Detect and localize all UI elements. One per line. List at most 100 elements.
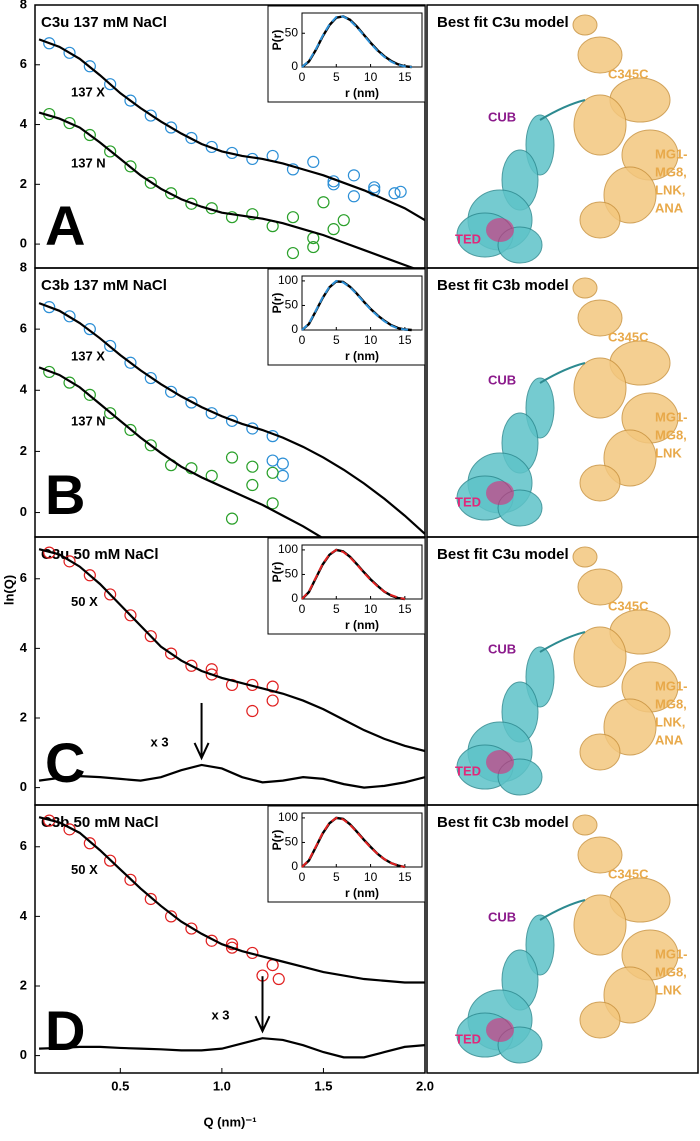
data-point xyxy=(83,60,96,73)
annotation: x 3 xyxy=(211,1008,229,1023)
data-point xyxy=(185,131,198,145)
y-axis-label: ln(Q) xyxy=(1,575,16,605)
data-point xyxy=(124,356,137,369)
y-tick-label: 2 xyxy=(20,709,27,724)
inset-x-tick-label: 5 xyxy=(333,602,340,616)
label-mg: MG1- xyxy=(655,946,688,961)
y-tick-label: 2 xyxy=(20,443,27,458)
series-label: 137 N xyxy=(71,156,106,171)
data-point xyxy=(144,371,157,385)
inset-x-tick-label: 5 xyxy=(333,333,340,347)
data-point xyxy=(124,609,137,622)
data-point xyxy=(185,396,198,409)
model-title: Best fit C3b model xyxy=(437,277,569,294)
label-mg: MG1- xyxy=(655,409,688,424)
data-point xyxy=(307,240,320,254)
orange-domain xyxy=(572,277,598,299)
fit-line xyxy=(38,816,425,984)
label-ted: TED xyxy=(455,1031,481,1046)
label-c345c: C345C xyxy=(608,329,649,344)
data-point xyxy=(124,160,137,173)
data-point xyxy=(83,837,96,850)
data-point xyxy=(83,569,96,582)
inset-x-label: r (nm) xyxy=(345,86,379,100)
inset-y-tick-label: 0 xyxy=(291,322,298,336)
inset-x-tick-label: 0 xyxy=(299,602,306,616)
data-point xyxy=(317,196,330,209)
data-point xyxy=(144,892,157,906)
panel-letter: D xyxy=(45,999,85,1062)
data-point xyxy=(225,512,239,525)
inset-x-tick-label: 10 xyxy=(364,602,378,616)
data-point xyxy=(246,478,259,492)
data-point xyxy=(144,439,157,452)
inset-y-label: P(r) xyxy=(270,30,284,51)
y-tick-label: 6 xyxy=(20,56,27,71)
data-point xyxy=(266,694,279,707)
data-point xyxy=(266,680,279,693)
inset-x-label: r (nm) xyxy=(345,886,379,900)
x-tick-label: 1.0 xyxy=(213,1078,231,1093)
ted-highlight xyxy=(486,750,514,774)
y-tick-label: 6 xyxy=(20,570,27,585)
data-point xyxy=(43,37,56,50)
data-point xyxy=(104,588,117,601)
data-point xyxy=(266,454,279,467)
y-tick-label: 4 xyxy=(20,382,28,397)
inset-y-tick-label: 100 xyxy=(278,273,298,287)
label-mg: LNK, xyxy=(655,714,685,729)
inset-frame xyxy=(301,812,423,868)
pr-curve xyxy=(301,279,412,331)
data-point xyxy=(337,214,350,227)
data-point xyxy=(225,451,239,464)
inset-x-tick-label: 10 xyxy=(364,333,378,347)
data-point xyxy=(225,938,239,951)
label-c345c: C345C xyxy=(608,598,649,613)
series-label: 50 X xyxy=(71,594,98,609)
y-tick-label: 4 xyxy=(20,116,28,131)
data-point xyxy=(185,659,198,672)
y-tick-label: 4 xyxy=(20,640,28,655)
orange-domain xyxy=(579,201,621,239)
data-point xyxy=(225,414,239,427)
data-point xyxy=(276,457,289,470)
orange-domain xyxy=(577,36,623,74)
inset-y-tick-label: 50 xyxy=(285,835,299,849)
data-point xyxy=(124,94,137,107)
data-point xyxy=(43,365,56,379)
y-tick-label: 2 xyxy=(20,977,27,992)
linker xyxy=(539,362,586,384)
data-point xyxy=(104,407,117,420)
inset-y-tick-label: 0 xyxy=(291,859,298,873)
y-tick-label: 2 xyxy=(20,176,27,191)
data-point xyxy=(164,187,178,200)
x-axis-label: Q (nm)⁻¹ xyxy=(203,1114,256,1129)
inset-x-tick-label: 0 xyxy=(299,70,306,84)
inset-frame xyxy=(301,275,423,331)
model-sketch xyxy=(456,546,679,796)
data-point xyxy=(104,339,117,353)
ted-highlight xyxy=(486,218,514,242)
data-layer xyxy=(38,301,425,537)
series-label: 137 X xyxy=(71,85,105,100)
data-point xyxy=(63,310,76,323)
inset-x-tick-label: 5 xyxy=(333,70,340,84)
data-point xyxy=(266,959,279,972)
orange-domain xyxy=(573,94,627,156)
data-point xyxy=(185,197,198,210)
orange-domain xyxy=(573,894,627,956)
inset-x-tick-label: 15 xyxy=(398,602,412,616)
panel-letter: B xyxy=(45,463,85,526)
orange-domain xyxy=(577,836,623,874)
y-tick-label: 6 xyxy=(20,321,27,336)
data-point xyxy=(164,647,178,660)
fit-line xyxy=(38,111,416,268)
panel-title: C3u 137 mM NaCl xyxy=(41,14,167,31)
inset-x-tick-label: 15 xyxy=(398,70,412,84)
label-cub: CUB xyxy=(488,641,516,656)
orange-domain xyxy=(573,626,627,688)
data-point xyxy=(144,630,157,643)
fit-line xyxy=(38,38,425,222)
y-tick-label: 0 xyxy=(20,504,27,519)
